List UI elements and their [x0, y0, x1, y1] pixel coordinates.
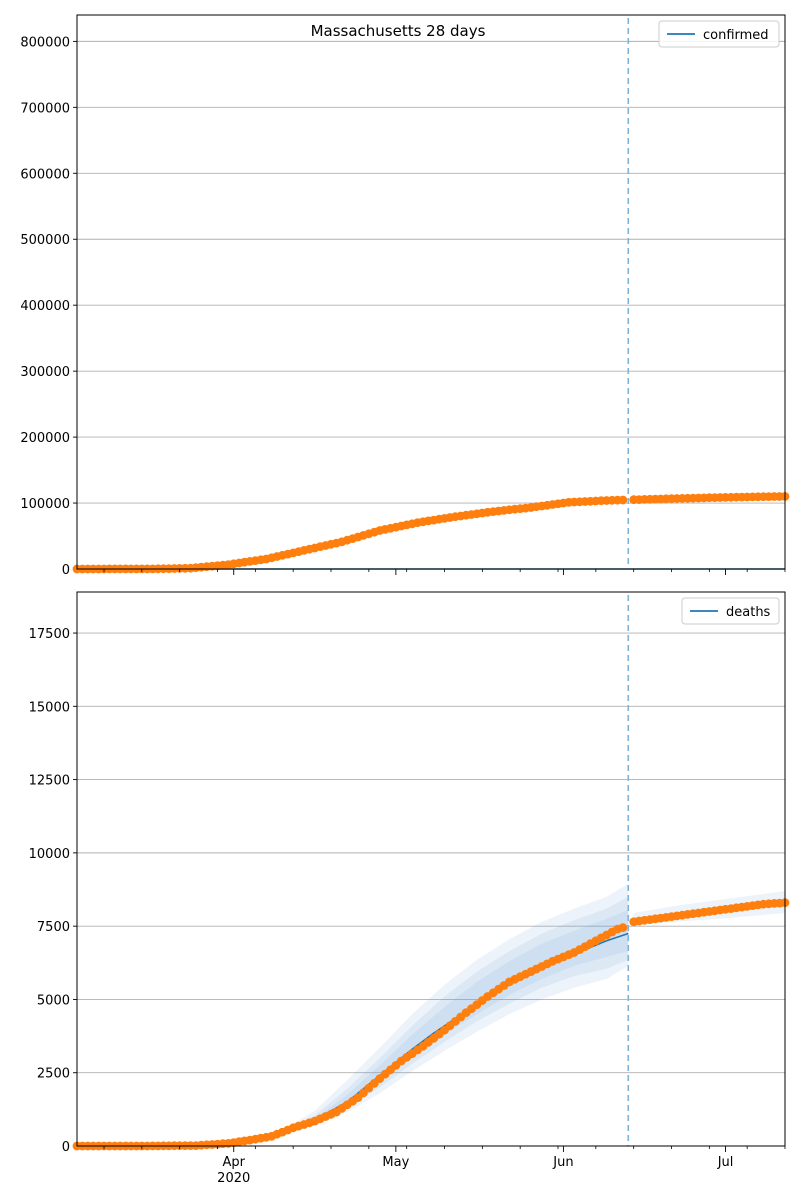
- x-tick-label: Apr: [222, 1155, 245, 1170]
- y-tick-label: 800000: [20, 35, 70, 50]
- x-tick-label: Jun: [552, 1155, 573, 1170]
- uncertainty-band: [282, 883, 629, 1135]
- y-tick-label: 5000: [37, 993, 70, 1008]
- x-tick-sublabel: 2020: [217, 1171, 250, 1186]
- y-tick-label: 500000: [20, 233, 70, 248]
- y-tick-label: 12500: [29, 774, 70, 789]
- y-tick-label: 0: [62, 563, 70, 578]
- y-tick-label: 10000: [29, 847, 70, 862]
- legend-box: [681, 597, 780, 625]
- x-tick-label: Jul: [717, 1155, 734, 1170]
- confirmed-panel: 0 100000 200000 300000 400000 500000 600000 700…: [20, 14, 790, 578]
- y-tick-label: 700000: [20, 101, 70, 116]
- y-tick-label: 15000: [29, 700, 70, 715]
- y-tick-label: 600000: [20, 167, 70, 182]
- legend-label: confirmed: [703, 28, 769, 43]
- x-tick-label: May: [382, 1155, 409, 1170]
- y-tick-label: 400000: [20, 299, 70, 314]
- y-tick-label: 0: [62, 1140, 70, 1155]
- axes-frame: [76, 591, 786, 1147]
- data-point: [618, 923, 628, 932]
- legend-label: deaths: [726, 605, 771, 620]
- y-tick-label: 2500: [37, 1067, 70, 1082]
- y-tick-label: 7500: [37, 920, 70, 935]
- y-tick-label: 300000: [20, 365, 70, 380]
- uncertainty-band: [282, 896, 629, 1134]
- deaths-panel: 0 2500 5000 7500 10000 12500 15000 17500 Apr2020…: [29, 591, 790, 1186]
- y-tick-label: 100000: [20, 497, 70, 512]
- axes-frame: [76, 14, 786, 570]
- y-tick-label: 200000: [20, 431, 70, 446]
- y-tick-label: 17500: [29, 627, 70, 642]
- data-point: [618, 495, 628, 505]
- legend-box: [658, 20, 780, 48]
- figure-title: Massachusetts 28 days: [311, 22, 486, 40]
